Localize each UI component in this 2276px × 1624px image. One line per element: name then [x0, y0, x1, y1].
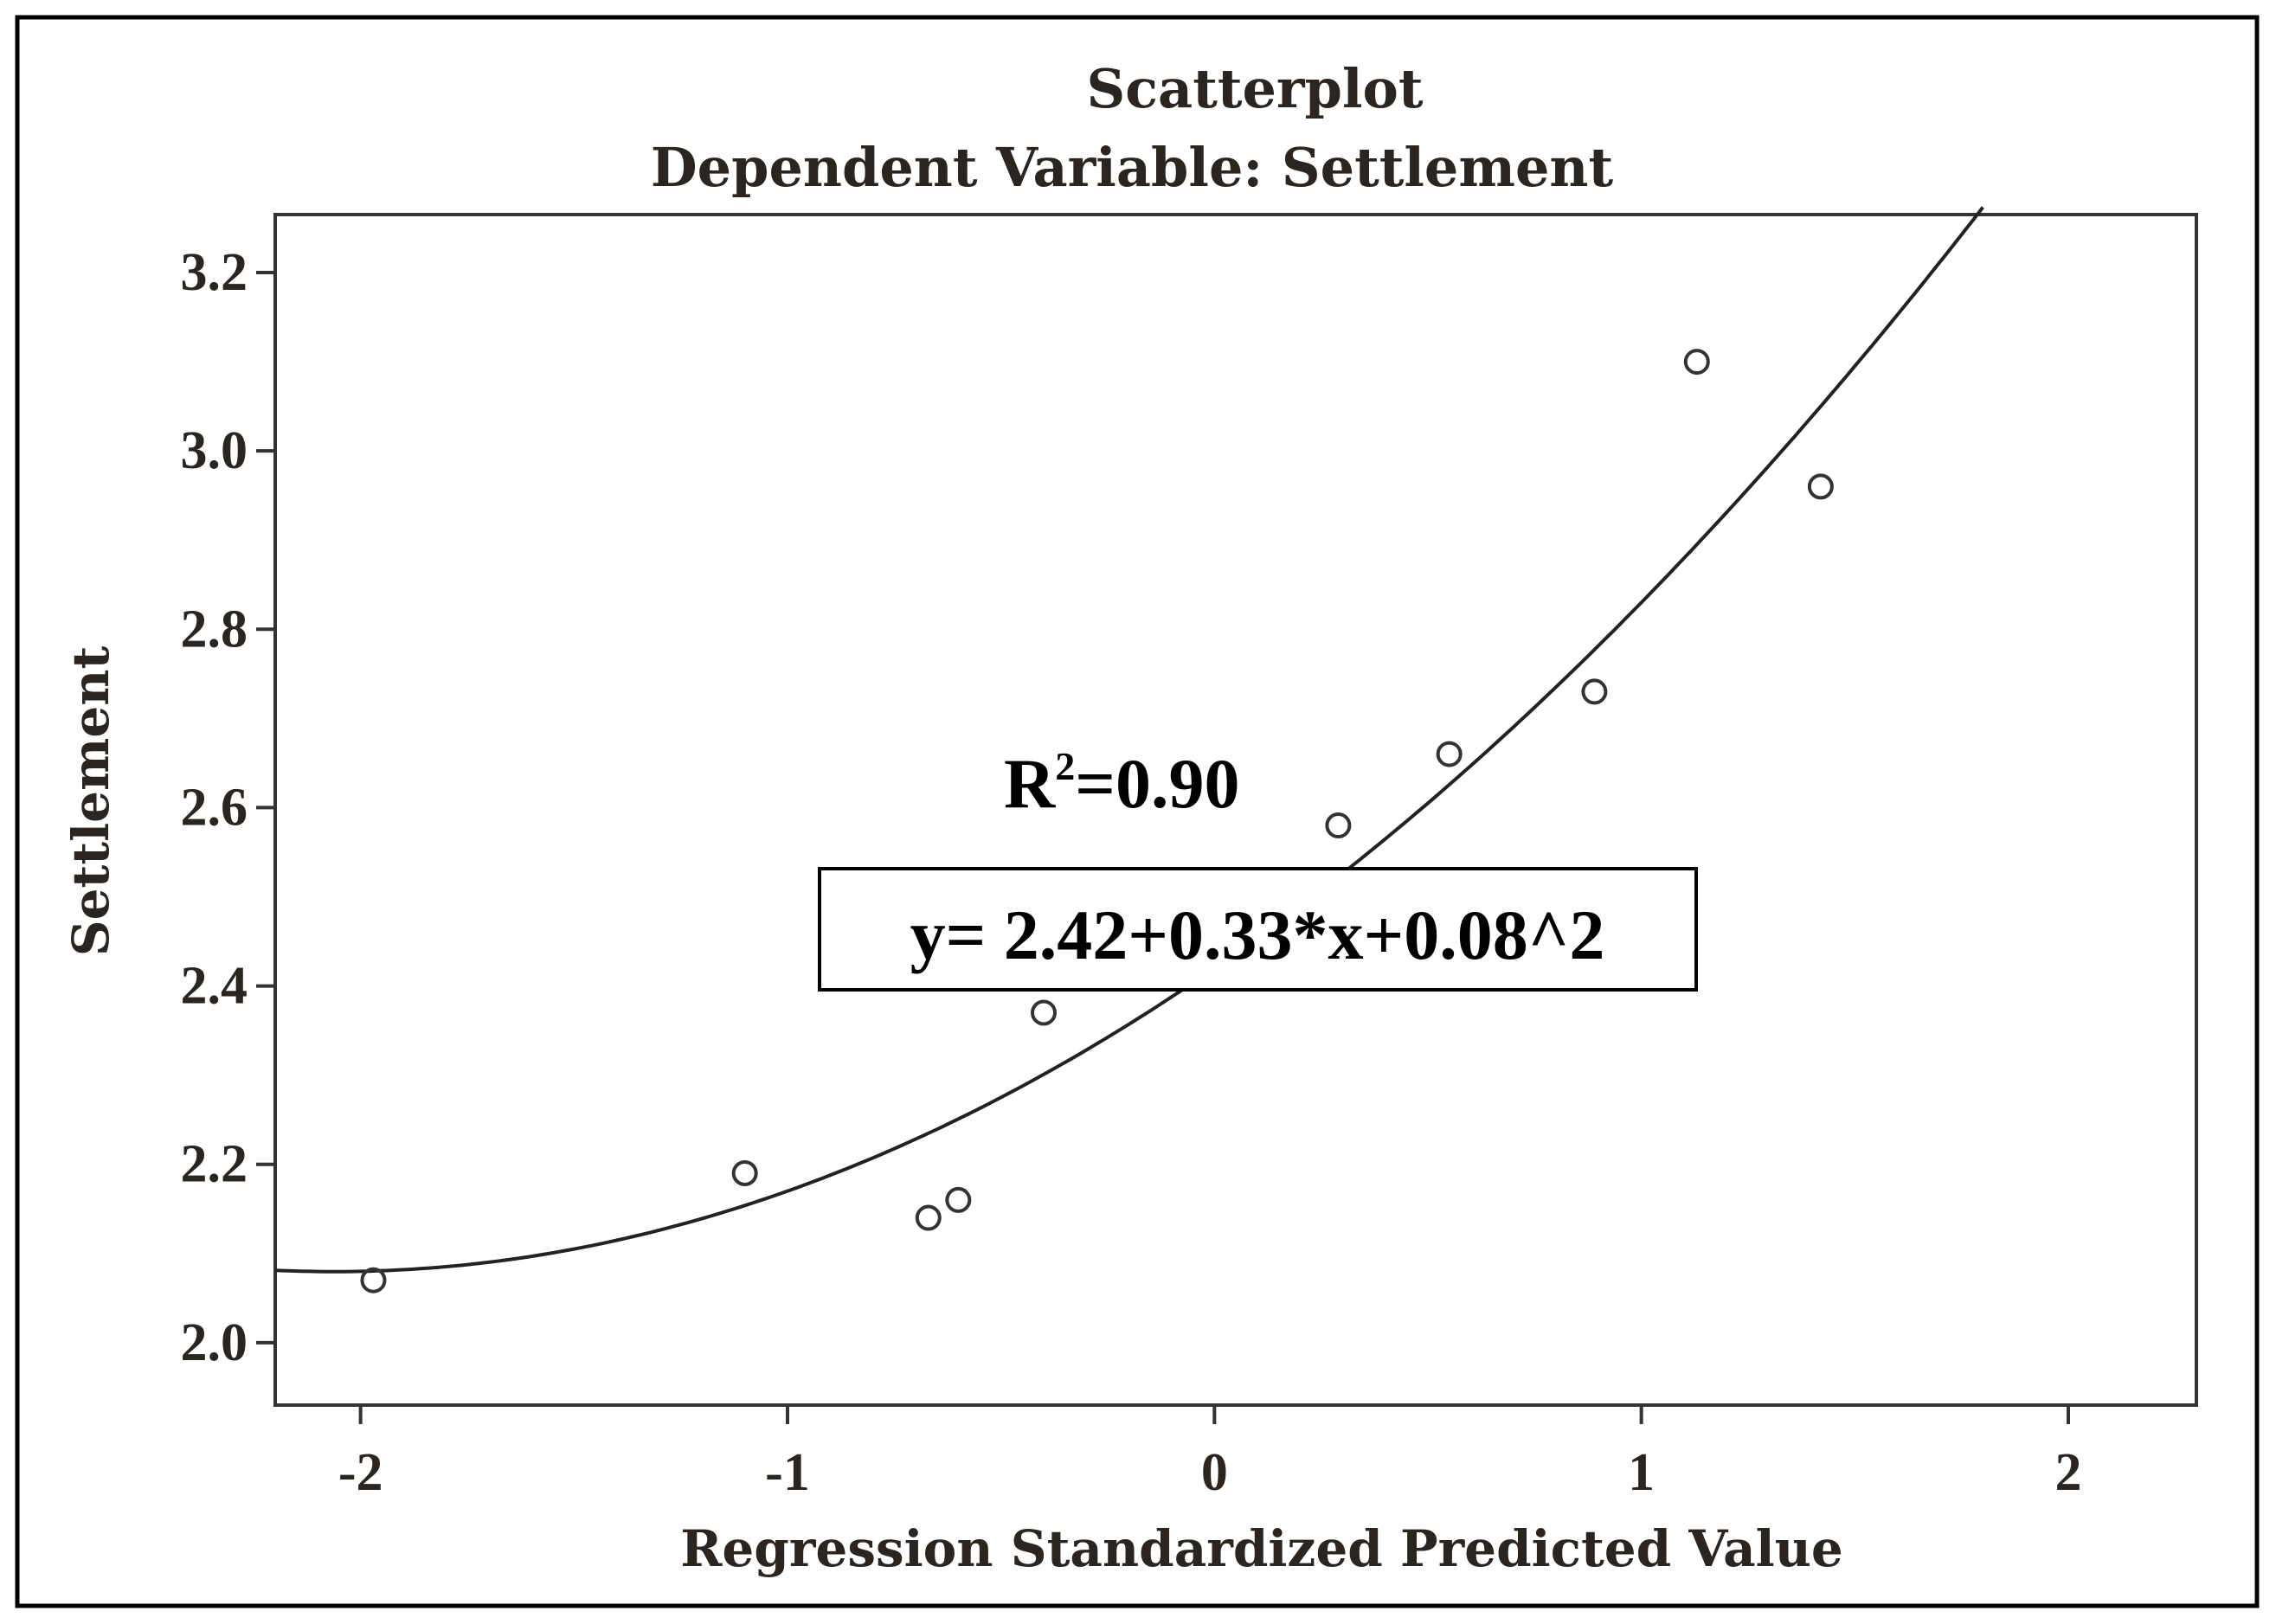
r-squared-annotation: R2=0.90: [1004, 744, 1239, 823]
data-point: [945, 1186, 972, 1213]
data-point: [1031, 999, 1057, 1026]
data-point: [1807, 473, 1834, 500]
data-point: [1683, 349, 1710, 376]
chart-subtitle: Dependent Variable: Settlement: [651, 136, 1614, 199]
data-point: [1436, 741, 1463, 767]
data-point: [1581, 678, 1608, 705]
plot-area: [273, 213, 2198, 1407]
x-tick-label: 2: [2055, 1443, 2082, 1502]
data-point: [360, 1267, 387, 1293]
y-tick-label: 2.4: [181, 957, 248, 1016]
regression-equation: y= 2.42+0.33*x+0.08^2: [910, 895, 1605, 974]
r-squared-value: =0.90: [1075, 744, 1239, 823]
x-axis-ticks: -2 -1 0 1 2: [338, 1405, 2082, 1502]
x-tick-label: -2: [338, 1443, 383, 1502]
fit-curve: [274, 206, 1984, 1274]
x-tick-label: 0: [1201, 1443, 1228, 1502]
x-tick-label: 1: [1628, 1443, 1655, 1502]
y-tick-label: 2.6: [181, 778, 248, 837]
data-point: [1325, 812, 1352, 839]
y-tick-label: 2.0: [181, 1313, 248, 1372]
x-tick-label: -1: [765, 1443, 810, 1502]
y-axis-ticks: 2.0 2.2 2.4 2.6 2.8 3.0 3.2: [181, 243, 275, 1372]
data-point: [915, 1204, 942, 1231]
y-tick-label: 3.0: [181, 421, 248, 480]
y-tick-label: 2.8: [181, 600, 248, 658]
chart-title: Scatterplot: [1087, 57, 1424, 120]
equation-box: [818, 867, 1698, 992]
r-squared-r: R: [1004, 744, 1056, 823]
r-squared-exponent: 2: [1055, 744, 1075, 788]
data-points: [360, 349, 1834, 1293]
y-axis-label: Settlement: [61, 646, 120, 957]
x-axis-label: Regression Standardized Predicted Value: [680, 1519, 1843, 1578]
data-point: [731, 1160, 758, 1187]
y-tick-label: 2.2: [181, 1135, 248, 1194]
y-tick-label: 3.2: [181, 243, 248, 302]
